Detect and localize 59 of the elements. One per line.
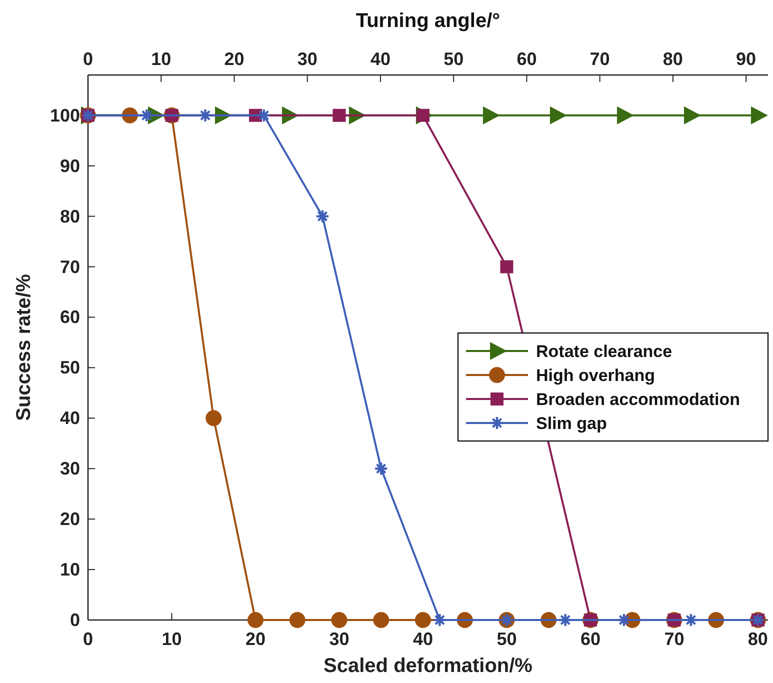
x2-axis-title: Turning angle/°: [356, 10, 500, 32]
y-tick-label: 50: [60, 358, 80, 378]
point: [373, 612, 390, 628]
y-tick-label: 0: [70, 610, 80, 630]
point: [332, 108, 346, 122]
point: [550, 106, 567, 124]
point: [206, 410, 222, 426]
point: [684, 106, 701, 124]
point: [684, 612, 698, 628]
x-tick-label: 60: [580, 629, 600, 649]
y-tick-label: 100: [50, 105, 80, 126]
legend-label: Slim gap: [536, 414, 607, 433]
legend-label: Rotate clearance: [536, 342, 672, 361]
x2-tick-label: 10: [151, 49, 172, 69]
x-tick-label: 50: [496, 629, 517, 649]
y-tick-label: 20: [60, 509, 80, 530]
x-tick-label: 40: [412, 629, 433, 649]
y-tick-label: 30: [60, 458, 80, 479]
point: [247, 612, 264, 628]
x-tick-label: 0: [82, 629, 94, 649]
x2-tick-label: 50: [444, 49, 464, 69]
point: [374, 462, 388, 476]
x-tick-label: 80: [748, 629, 768, 649]
point: [558, 612, 572, 628]
point: [500, 260, 514, 274]
x2-tick-label: 40: [370, 49, 390, 69]
point: [198, 108, 212, 122]
y-tick-label: 80: [60, 206, 80, 226]
point: [616, 612, 632, 628]
x-tick-label: 10: [162, 629, 182, 649]
y-tick-label: 70: [60, 256, 80, 277]
y-tick-label: 90: [60, 156, 80, 176]
x2-tick-label: 70: [590, 49, 610, 69]
point: [315, 209, 330, 224]
y-tick-label: 40: [60, 408, 80, 428]
y-tick-label: 10: [60, 560, 80, 580]
point: [289, 612, 306, 628]
point: [432, 612, 447, 628]
point: [414, 612, 431, 628]
x2-tick-label: 60: [516, 49, 537, 69]
x2-tick-label: 90: [736, 49, 756, 69]
point: [616, 106, 634, 124]
point: [256, 108, 271, 122]
x2-tick-label: 80: [662, 49, 683, 69]
legend-label: Broaden accommodation: [536, 390, 740, 409]
point: [750, 106, 768, 124]
x2-tick-label: 30: [297, 49, 318, 69]
x2-tick-label: 0: [82, 49, 94, 69]
point: [331, 612, 348, 628]
legend-label: High overhang: [536, 366, 656, 385]
x-axis-title: Scaled deformation/%: [324, 655, 533, 677]
y-tick-label: 60: [60, 307, 80, 328]
x-tick-label: 20: [245, 629, 266, 649]
point: [140, 108, 154, 122]
x2-tick-label: 20: [224, 49, 244, 69]
x-tick-label: 30: [329, 629, 350, 649]
point: [482, 106, 500, 124]
x-tick-label: 70: [664, 629, 684, 649]
y-axis-title: Success rate/%: [13, 274, 35, 421]
